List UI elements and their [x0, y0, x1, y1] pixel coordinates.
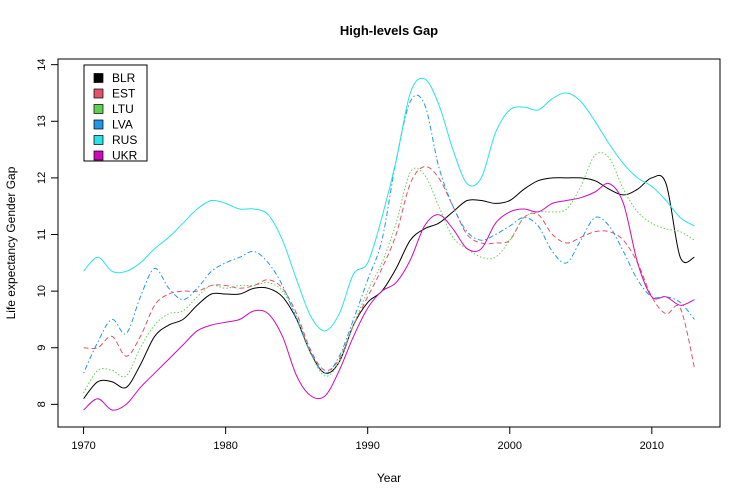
- y-tick-label: 8: [36, 401, 48, 407]
- y-tick-label: 9: [36, 345, 48, 351]
- x-tick-label: 1970: [71, 440, 95, 452]
- series-line-est: [83, 166, 695, 372]
- x-tick-label: 2000: [498, 440, 522, 452]
- legend-swatch-ukr: [93, 150, 104, 161]
- y-tick-label: 14: [36, 59, 48, 71]
- legend-swatch-lva: [93, 119, 104, 130]
- x-tick-label: 1980: [213, 440, 237, 452]
- legend-swatch-rus: [93, 135, 104, 145]
- legend-swatch-ltu: [93, 104, 104, 114]
- legend-label-lva: LVA: [112, 118, 133, 132]
- series-layer: [83, 77, 695, 411]
- x-tick-label: 2010: [640, 440, 664, 452]
- y-tick-label: 11: [36, 229, 48, 240]
- legend-swatch-blr: [93, 73, 104, 83]
- legend-label-ltu: LTU: [112, 102, 134, 116]
- x-axis-label: Year: [377, 471, 401, 485]
- y-tick-label: 12: [36, 172, 48, 184]
- series-line-ltu: [83, 152, 695, 394]
- y-tick-label: 10: [36, 285, 48, 297]
- legend-label-blr: BLR: [112, 71, 136, 85]
- series-line-lva: [83, 94, 695, 374]
- y-axis: 8 9 10 11 12 13 14: [36, 59, 59, 407]
- x-tick-label: 1990: [355, 440, 379, 452]
- series-line-rus: [83, 77, 695, 332]
- chart-title: High-levels Gap: [340, 23, 438, 38]
- y-axis-label: Life expectancy Gender Gap: [4, 166, 18, 319]
- legend-label-rus: RUS: [112, 133, 137, 147]
- legend-swatch-est: [93, 88, 104, 99]
- series-line-ukr: [83, 182, 695, 411]
- legend-label-ukr: UKR: [112, 149, 138, 163]
- y-tick-label: 13: [36, 115, 48, 127]
- x-axis: 1970 1980 1990 2000 2010: [71, 426, 664, 452]
- series-line-blr: [83, 174, 695, 400]
- legend-label-est: EST: [112, 87, 136, 101]
